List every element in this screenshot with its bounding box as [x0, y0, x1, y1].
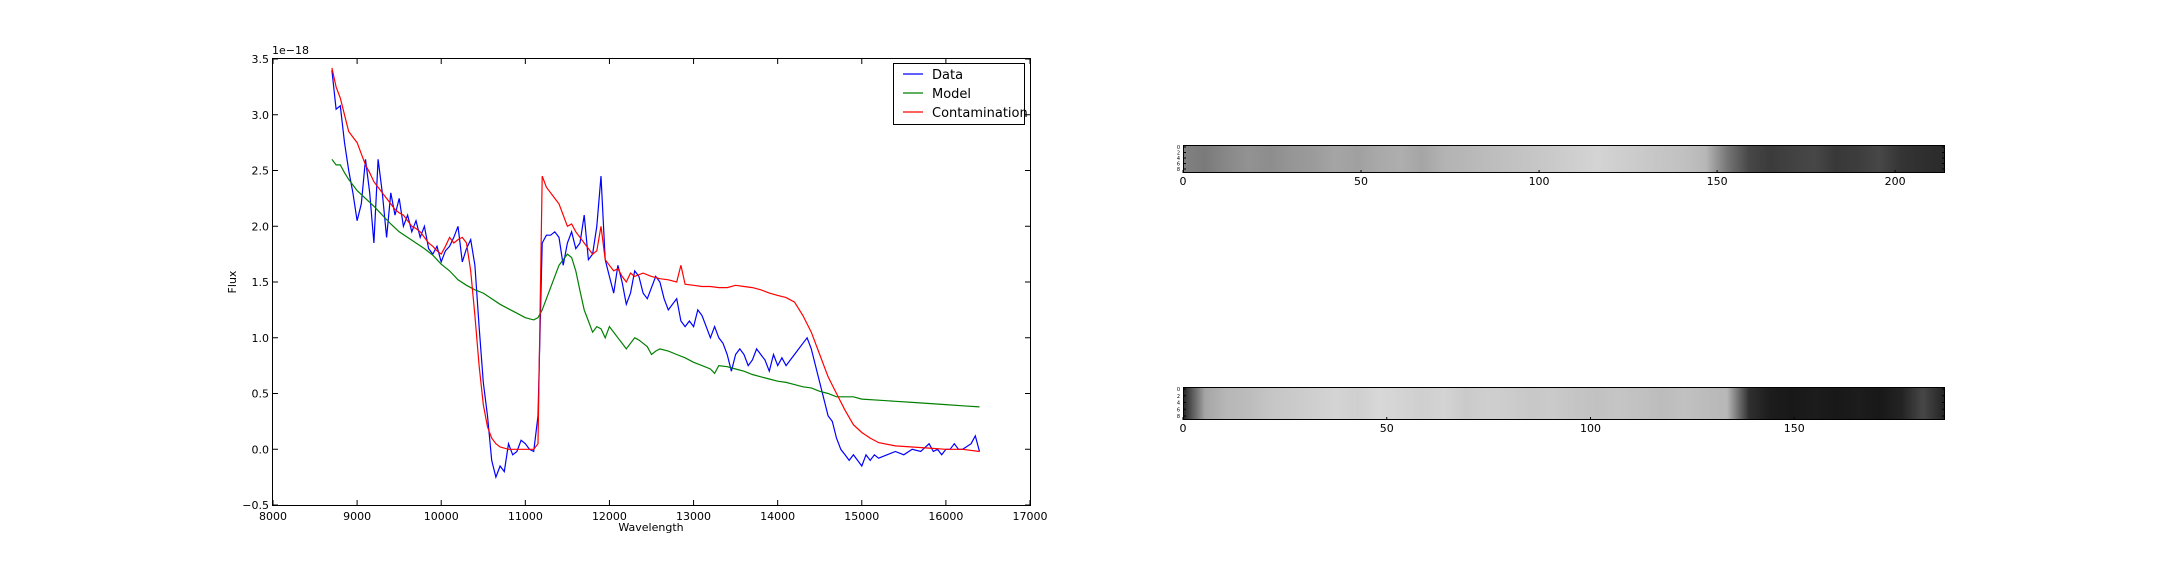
legend-label-contamination: Contamination — [932, 106, 1028, 121]
y-tick-label: 4 — [1177, 401, 1180, 407]
series-lines — [331, 67, 981, 480]
x-tick-label: 13000 — [676, 510, 711, 523]
x-tick-label: 16000 — [928, 510, 963, 523]
heatmap-frame — [1183, 387, 1945, 420]
y-axis-label: Flux — [226, 270, 239, 293]
legend: Data Model Contamination — [893, 63, 1028, 125]
x-tick-label: 8000 — [259, 510, 287, 523]
y-tick-label: 8 — [1177, 414, 1180, 420]
y-tick-label: 1.5 — [252, 276, 270, 289]
y-tick-label: 2 — [1177, 394, 1180, 400]
y-tick-label: 0.5 — [252, 388, 270, 401]
legend-label-data: Data — [932, 68, 963, 83]
series-line-data — [331, 70, 981, 480]
y-tick-label: −0.5 — [242, 499, 269, 512]
y-tick-label: 6 — [1177, 407, 1180, 413]
y-offset-label: 1e−18 — [272, 44, 309, 57]
heatmap-image — [1183, 387, 1945, 420]
y-tick-label: 1.0 — [252, 332, 270, 345]
y-tick-label: 2.5 — [252, 165, 270, 178]
y-tick-label: 3.0 — [252, 109, 270, 122]
x-tick-label: 150 — [1707, 175, 1728, 188]
x-tick-label: 0 — [1180, 175, 1187, 188]
y-tick-label: 0 — [1177, 145, 1180, 151]
y-tick-label: 4 — [1177, 156, 1180, 162]
x-tick-label: 100 — [1529, 175, 1550, 188]
x-axis-label: Wavelength — [618, 521, 683, 534]
x-tick-label: 17000 — [1013, 510, 1048, 523]
x-tick-label: 9000 — [343, 510, 371, 523]
plot-axes-frame — [272, 58, 1031, 506]
series-line-model — [331, 158, 980, 408]
x-tick-label: 0 — [1180, 422, 1187, 435]
x-tick-label: 15000 — [844, 510, 879, 523]
y-tick-label: 6 — [1177, 162, 1180, 168]
heatmap-frame — [1183, 145, 1945, 173]
y-tick-label: 2 — [1177, 151, 1180, 157]
y-tick-label: 8 — [1177, 167, 1180, 173]
x-tick-label: 200 — [1885, 175, 1906, 188]
x-tick-label: 50 — [1380, 422, 1394, 435]
x-tick-label: 11000 — [508, 510, 543, 523]
y-tick-label: 0.0 — [252, 443, 270, 456]
x-tick-label: 100 — [1580, 422, 1601, 435]
x-tick-label: 150 — [1784, 422, 1805, 435]
heatmap-image — [1183, 145, 1945, 173]
x-tick-label: 10000 — [424, 510, 459, 523]
legend-label-model: Model — [932, 87, 971, 102]
series-line-contamination — [331, 67, 980, 453]
x-tick-label: 50 — [1354, 175, 1368, 188]
axis-ticks: 8000 9000 10000 11000 12000 13000 14000 15000 16… — [242, 53, 1047, 523]
x-tick-label: 12000 — [592, 510, 627, 523]
y-tick-label: 0 — [1177, 387, 1180, 393]
y-tick-label: 3.5 — [252, 53, 270, 66]
x-tick-label: 14000 — [760, 510, 795, 523]
spectrum-line-chart: 8000 9000 10000 11000 12000 13000 14000 15000 16… — [226, 44, 1048, 534]
y-tick-label: 2.0 — [252, 220, 270, 233]
